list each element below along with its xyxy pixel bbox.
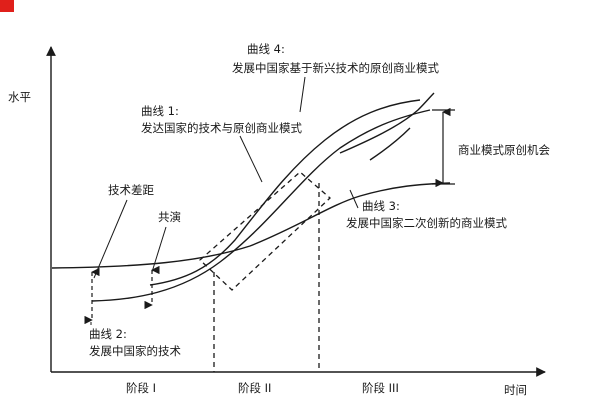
y-axis-label: 水平 — [8, 90, 31, 104]
curve-3-leader — [349, 189, 359, 209]
opportunity-label: 商业模式原创机会 — [458, 143, 550, 157]
stage-label-1: 阶段 I — [126, 381, 156, 395]
curve-1-line — [149, 99, 421, 286]
curve-1-desc: 发达国家的技术与原创商业模式 — [141, 121, 302, 135]
curve-4-line — [339, 92, 435, 154]
curve-2-desc: 发展中国家的技术 — [89, 344, 181, 358]
tech-gap-label: 技术差距 — [108, 183, 154, 197]
curve-1-leader — [239, 135, 263, 183]
curve-4-title: 曲线 4: — [247, 42, 285, 56]
curve-2-title: 曲线 2: — [89, 327, 127, 341]
stage-label-2: 阶段 II — [238, 381, 271, 395]
curve-4-tail — [369, 127, 411, 161]
curve-4-leader — [299, 76, 306, 113]
x-axis-label: 时间 — [504, 383, 527, 397]
tech-gap-leader — [93, 199, 128, 279]
coevolution-leader — [151, 226, 167, 273]
curve-3-line — [51, 182, 451, 269]
coevolution-label: 共演 — [158, 210, 181, 224]
corner-marker — [0, 0, 14, 12]
curve-3-title: 曲线 3: — [362, 199, 400, 213]
coevolution-box — [199, 171, 331, 291]
curve-1-title: 曲线 1: — [141, 104, 179, 118]
curve-3-desc: 发展中国家二次创新的商业模式 — [346, 216, 507, 230]
curve-4-desc: 发展中国家基于新兴技术的原创商业模式 — [232, 61, 439, 75]
stage-label-3: 阶段 III — [362, 381, 399, 395]
